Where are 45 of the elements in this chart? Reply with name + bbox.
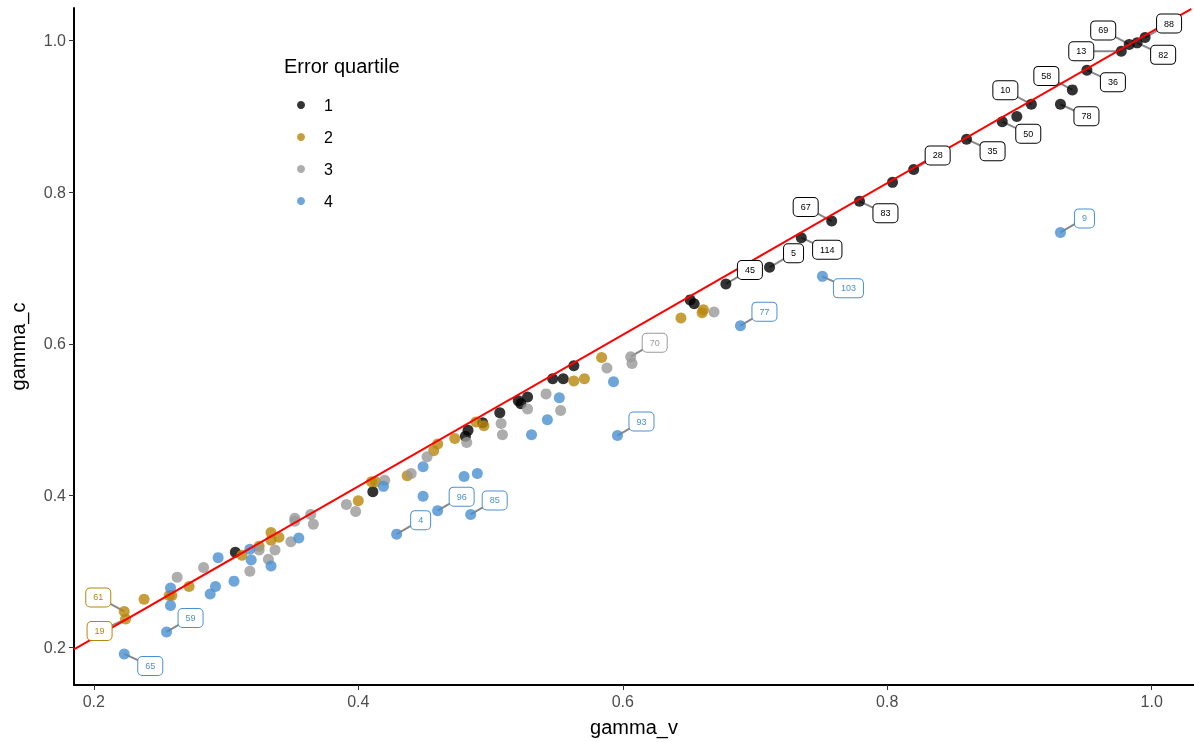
x-tick-label: 0.4 (347, 692, 370, 710)
x-tick-label: 0.6 (611, 692, 634, 710)
annotation: 36 (1107, 77, 1118, 88)
annotation: 93 (636, 416, 647, 427)
x-tick-label: 0.2 (82, 692, 106, 710)
annotation: 78 (1081, 111, 1092, 122)
annotation: 85 (489, 495, 500, 506)
legend-label: 4 (324, 192, 333, 210)
legend-title: Error quartile (284, 55, 400, 77)
y-tick-label: 0.4 (43, 486, 67, 504)
annotation: 96 (456, 491, 467, 502)
y-tick-label: 1.0 (43, 32, 67, 50)
annotation: 88 (1164, 18, 1175, 29)
y-axis-title: gamma_c (7, 302, 30, 391)
annotation: 82 (1158, 49, 1169, 60)
annotation: 67 (800, 202, 811, 213)
annotation: 45 (744, 264, 755, 275)
annotation: 65 (145, 660, 156, 671)
annotation: 9 (1081, 213, 1087, 224)
x-tick-label: 1.0 (1140, 692, 1163, 710)
y-tick-label: 0.2 (43, 638, 67, 656)
annotation: 61 (93, 592, 104, 603)
x-tick-label: 0.8 (876, 692, 899, 710)
annotation: 69 (1098, 25, 1109, 36)
annotation: 10 (1000, 85, 1011, 96)
annotation: 58 (1041, 70, 1052, 81)
annotation: 13 (1076, 46, 1087, 57)
annotation: 28 (932, 150, 943, 161)
annotation: 77 (759, 306, 770, 317)
legend-label: 3 (324, 160, 333, 178)
y-tick-label: 0.6 (43, 335, 67, 353)
x-axis-title: gamma_v (590, 716, 678, 739)
legend-label: 2 (324, 128, 333, 146)
annotation: 103 (840, 283, 856, 294)
legend-label: 1 (324, 96, 333, 114)
annotation: 70 (649, 337, 660, 348)
y-tick-label: 0.8 (43, 183, 67, 201)
annotation: 59 (185, 612, 196, 623)
annotation: 35 (987, 146, 998, 157)
annotation: 5 (791, 248, 797, 259)
annotation: 83 (880, 208, 891, 219)
annotation: 4 (418, 515, 424, 526)
annotation: 114 (820, 244, 835, 255)
annotation: 50 (1023, 128, 1034, 139)
annotation: 19 (94, 626, 105, 637)
